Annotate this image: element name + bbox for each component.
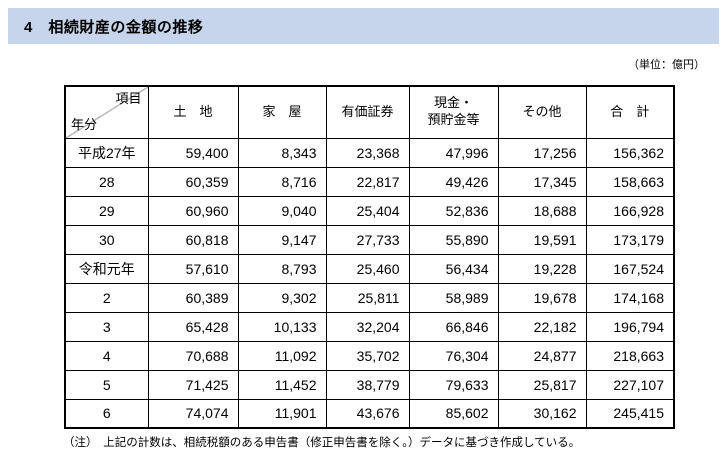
value-cell: 8,793: [237, 253, 327, 284]
table-row: 5 71,425 11,452 38,779 79,633 25,817 227,107: [64, 369, 675, 400]
value-cell: 25,811: [325, 282, 410, 313]
corner-label-year: 年分: [71, 116, 98, 132]
value-cell: 38,779: [325, 369, 410, 400]
value-cell: 218,663: [585, 340, 675, 371]
column-header-total: 合 計: [585, 85, 675, 139]
value-cell: 60,818: [147, 224, 239, 255]
section-title-band: 4 相続財産の金額の推移: [8, 8, 719, 44]
value-cell: 8,716: [237, 166, 327, 197]
value-cell: 17,345: [497, 166, 587, 197]
year-cell: 29: [64, 195, 149, 226]
corner-label-item: 項目: [115, 91, 142, 106]
value-cell: 25,404: [325, 195, 410, 226]
value-cell: 19,228: [497, 253, 587, 284]
inheritance-assets-table: 項目 年分 土 地 家 屋 有価証券 現金・ 預貯金等 その他 合 計 平成27…: [64, 85, 675, 430]
value-cell: 79,633: [408, 369, 499, 400]
year-cell: 令和元年: [64, 253, 149, 284]
year-cell: 4: [64, 340, 149, 371]
value-cell: 65,428: [147, 311, 239, 342]
table-row: 2 60,389 9,302 25,811 58,989 19,678 174,168: [64, 282, 675, 313]
year-cell: 6: [64, 398, 149, 429]
value-cell: 49,426: [408, 166, 499, 197]
unit-label: （単位：億円）: [628, 59, 705, 71]
table-row: 令和元年 57,610 8,793 25,460 56,434 19,228 167,524: [64, 253, 675, 284]
value-cell: 19,591: [497, 224, 587, 255]
column-header-house: 家 屋: [237, 85, 327, 139]
value-cell: 47,996: [408, 137, 499, 168]
value-cell: 52,836: [408, 195, 499, 226]
value-cell: 19,678: [497, 282, 587, 313]
value-cell: 9,302: [237, 282, 327, 313]
value-cell: 11,452: [237, 369, 327, 400]
year-cell: 3: [64, 311, 149, 342]
column-header-land: 土 地: [147, 85, 239, 139]
value-cell: 22,182: [497, 311, 587, 342]
value-cell: 9,040: [237, 195, 327, 226]
value-cell: 60,359: [147, 166, 239, 197]
value-cell: 158,663: [585, 166, 675, 197]
value-cell: 10,133: [237, 311, 327, 342]
value-cell: 58,989: [408, 282, 499, 313]
table-row: 6 74,074 11,901 43,676 85,602 30,162 245,415: [64, 398, 675, 429]
section-title: 4 相続財産の金額の推移: [24, 18, 204, 36]
value-cell: 76,304: [408, 340, 499, 371]
value-cell: 22,817: [325, 166, 410, 197]
table-body: 平成27年 59,400 8,343 23,368 47,996 17,256 156,36…: [64, 137, 675, 429]
value-cell: 196,794: [585, 311, 675, 342]
value-cell: 9,147: [237, 224, 327, 255]
value-cell: 17,256: [497, 137, 587, 168]
value-cell: 59,400: [147, 137, 239, 168]
value-cell: 245,415: [585, 398, 675, 429]
value-cell: 227,107: [585, 369, 675, 400]
column-header-other: その他: [497, 85, 587, 139]
value-cell: 55,890: [408, 224, 499, 255]
table-row: 平成27年 59,400 8,343 23,368 47,996 17,256 156,36…: [64, 137, 675, 168]
value-cell: 85,602: [408, 398, 499, 429]
value-cell: 60,389: [147, 282, 239, 313]
value-cell: 32,204: [325, 311, 410, 342]
column-header-securities: 有価証券: [325, 85, 410, 139]
table-row: 4 70,688 11,092 35,702 76,304 24,877 218,663: [64, 340, 675, 371]
value-cell: 71,425: [147, 369, 239, 400]
value-cell: 18,688: [497, 195, 587, 226]
footnote: （注） 上記の計数は、相続税額のある申告書（修正申告書を除く。）データに基づき作…: [63, 437, 581, 449]
value-cell: 35,702: [325, 340, 410, 371]
value-cell: 57,610: [147, 253, 239, 284]
value-cell: 30,162: [497, 398, 587, 429]
value-cell: 27,733: [325, 224, 410, 255]
value-cell: 167,524: [585, 253, 675, 284]
value-cell: 43,676: [325, 398, 410, 429]
year-cell: 2: [64, 282, 149, 313]
value-cell: 174,168: [585, 282, 675, 313]
value-cell: 173,179: [585, 224, 675, 255]
value-cell: 66,846: [408, 311, 499, 342]
value-cell: 11,901: [237, 398, 327, 429]
value-cell: 11,092: [237, 340, 327, 371]
value-cell: 25,460: [325, 253, 410, 284]
column-header-cash-deposits: 現金・ 預貯金等: [408, 85, 499, 139]
year-cell: 28: [64, 166, 149, 197]
table-row: 30 60,818 9,147 27,733 55,890 19,591 173,179: [64, 224, 675, 255]
value-cell: 25,817: [497, 369, 587, 400]
value-cell: 23,368: [325, 137, 410, 168]
corner-header-cell: 項目 年分: [64, 85, 149, 139]
table-row: 29 60,960 9,040 25,404 52,836 18,688 166,928: [64, 195, 675, 226]
year-cell: 5: [64, 369, 149, 400]
table-header-row: 項目 年分 土 地 家 屋 有価証券 現金・ 預貯金等 その他 合 計: [64, 85, 675, 139]
table-row: 3 65,428 10,133 32,204 66,846 22,182 196,794: [64, 311, 675, 342]
value-cell: 166,928: [585, 195, 675, 226]
year-cell: 平成27年: [64, 137, 149, 168]
value-cell: 74,074: [147, 398, 239, 429]
value-cell: 60,960: [147, 195, 239, 226]
year-cell: 30: [64, 224, 149, 255]
value-cell: 156,362: [585, 137, 675, 168]
value-cell: 24,877: [497, 340, 587, 371]
value-cell: 70,688: [147, 340, 239, 371]
value-cell: 56,434: [408, 253, 499, 284]
table-row: 28 60,359 8,716 22,817 49,426 17,345 158,663: [64, 166, 675, 197]
value-cell: 8,343: [237, 137, 327, 168]
